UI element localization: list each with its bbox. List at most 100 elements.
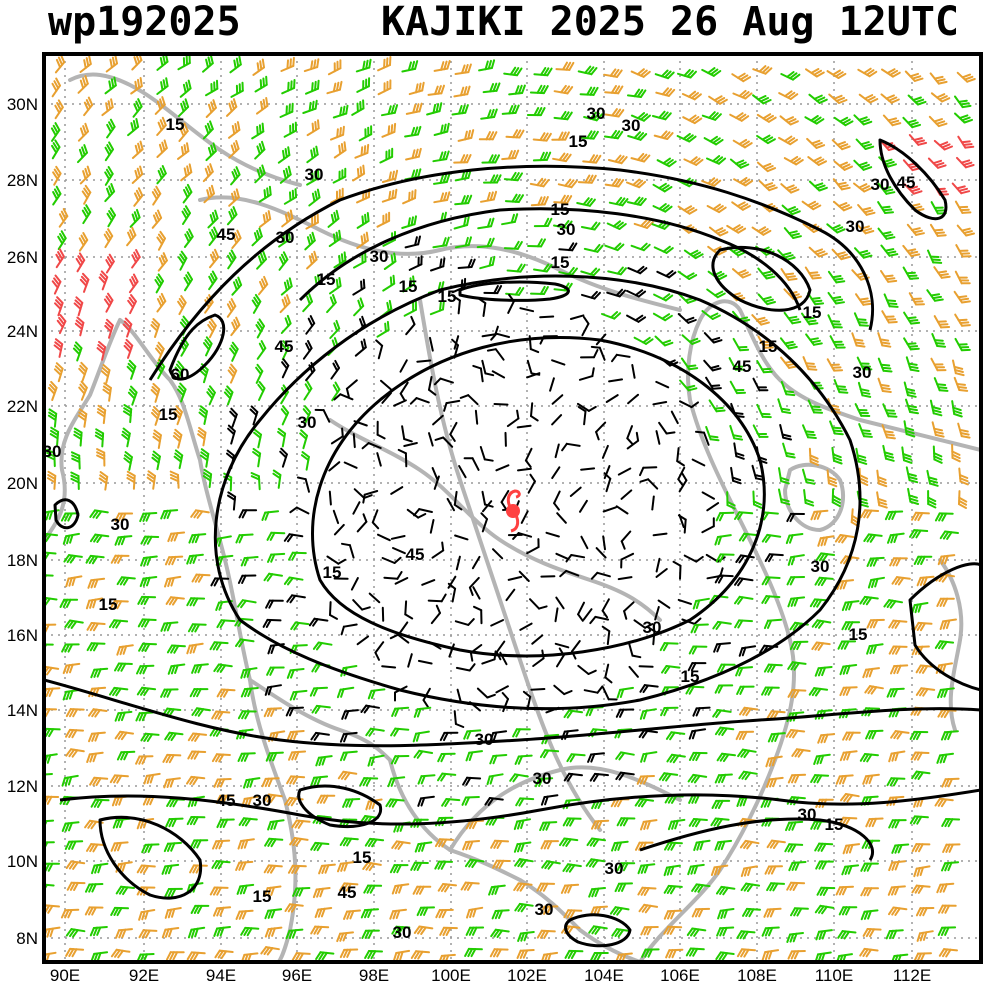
wind-barb	[941, 777, 960, 788]
wind-barb	[501, 213, 519, 226]
wind-barb	[414, 841, 433, 853]
wind-barb	[183, 271, 193, 292]
wind-barb	[339, 948, 359, 959]
contour-label: 30	[298, 413, 317, 432]
wind-barb	[359, 777, 379, 787]
wind-barb	[539, 905, 559, 915]
wind-barb	[381, 665, 397, 669]
wind-barb	[299, 429, 308, 450]
wind-barb	[701, 177, 722, 187]
wind-barb	[933, 266, 951, 279]
lon-tick-label: 92E	[129, 966, 159, 985]
wind-barb	[165, 596, 185, 606]
contour-label: 15	[438, 287, 457, 306]
wind-barb	[617, 467, 632, 476]
wind-barb	[659, 642, 679, 652]
wind-barb	[54, 54, 66, 74]
wind-barb	[367, 688, 386, 700]
contour-label: 15	[849, 625, 868, 644]
wind-barb	[115, 928, 133, 939]
wind-barb	[658, 772, 679, 782]
wind-barb	[202, 468, 213, 489]
wind-barb	[815, 552, 836, 562]
wind-barb	[603, 465, 611, 480]
wind-barb	[579, 499, 588, 513]
wind-barb	[328, 461, 341, 472]
contour-label: 30	[587, 104, 606, 123]
wind-barb	[216, 818, 235, 829]
wind-barb	[105, 54, 118, 73]
wind-barb	[328, 229, 342, 248]
wind-barb	[261, 777, 280, 788]
wind-barb	[817, 733, 836, 744]
wind-barb	[911, 843, 931, 853]
wind-barb	[126, 470, 136, 490]
wind-barb	[283, 188, 297, 205]
wind-barbs	[44, 54, 976, 962]
wind-barb	[356, 513, 368, 533]
wind-barb	[104, 76, 117, 95]
wind-barb	[663, 909, 682, 920]
wind-barb	[732, 337, 750, 352]
wind-barb	[701, 517, 715, 534]
wind-barb	[114, 730, 134, 741]
wind-barb	[44, 727, 61, 738]
wind-barb	[492, 859, 511, 869]
wind-barb	[330, 359, 340, 380]
wind-barb	[833, 379, 849, 394]
wind-barb	[314, 907, 333, 919]
wind-barb	[628, 642, 642, 659]
wind-barb	[262, 618, 282, 628]
wind-barb	[931, 333, 947, 348]
wind-barb	[807, 399, 823, 414]
wind-barb	[417, 774, 436, 785]
wind-barb	[389, 864, 409, 874]
wind-barb	[862, 773, 880, 785]
wind-barb	[688, 751, 708, 762]
wind-barb	[409, 397, 430, 405]
wind-barb	[311, 704, 331, 714]
wind-barb	[526, 107, 546, 117]
wind-barb	[865, 729, 884, 740]
lat-tick-label: 10N	[7, 852, 38, 871]
wind-barb	[693, 839, 711, 852]
wind-barb	[89, 533, 110, 543]
wind-barb	[104, 166, 114, 186]
wind-barb	[161, 927, 180, 939]
wind-barb	[860, 509, 880, 519]
wind-barb	[835, 885, 854, 896]
wind-barb	[264, 684, 282, 696]
wind-barb	[279, 447, 288, 468]
wind-barb	[237, 599, 257, 609]
wind-barb	[932, 445, 943, 464]
wind-barb	[808, 93, 828, 104]
wind-barb	[127, 294, 137, 315]
wind-barb	[353, 488, 373, 499]
wind-barb	[551, 359, 566, 366]
wind-barb	[305, 315, 316, 335]
wind-barb	[608, 196, 629, 207]
wind-barb	[66, 881, 86, 891]
wind-barb	[866, 618, 885, 629]
wind-barb	[810, 774, 830, 784]
wind-barb	[780, 381, 796, 397]
wind-barb	[666, 753, 686, 764]
wind-barb	[166, 644, 186, 654]
wind-barb	[214, 949, 234, 959]
wind-barb	[512, 728, 531, 738]
wind-barb	[235, 638, 255, 648]
wind-barb	[834, 534, 855, 544]
wind-barb	[691, 883, 711, 893]
wind-barb	[833, 160, 853, 171]
wind-barb	[441, 798, 461, 807]
wind-barb	[785, 729, 806, 739]
wind-barb	[353, 252, 367, 269]
wind-barb	[94, 428, 105, 448]
wind-barb	[339, 731, 358, 743]
wind-barb	[166, 951, 185, 961]
wind-barb	[402, 275, 416, 293]
wind-barb	[628, 665, 639, 678]
wind-barb	[127, 118, 140, 137]
wind-barb	[251, 227, 263, 247]
wind-barb	[89, 509, 109, 519]
